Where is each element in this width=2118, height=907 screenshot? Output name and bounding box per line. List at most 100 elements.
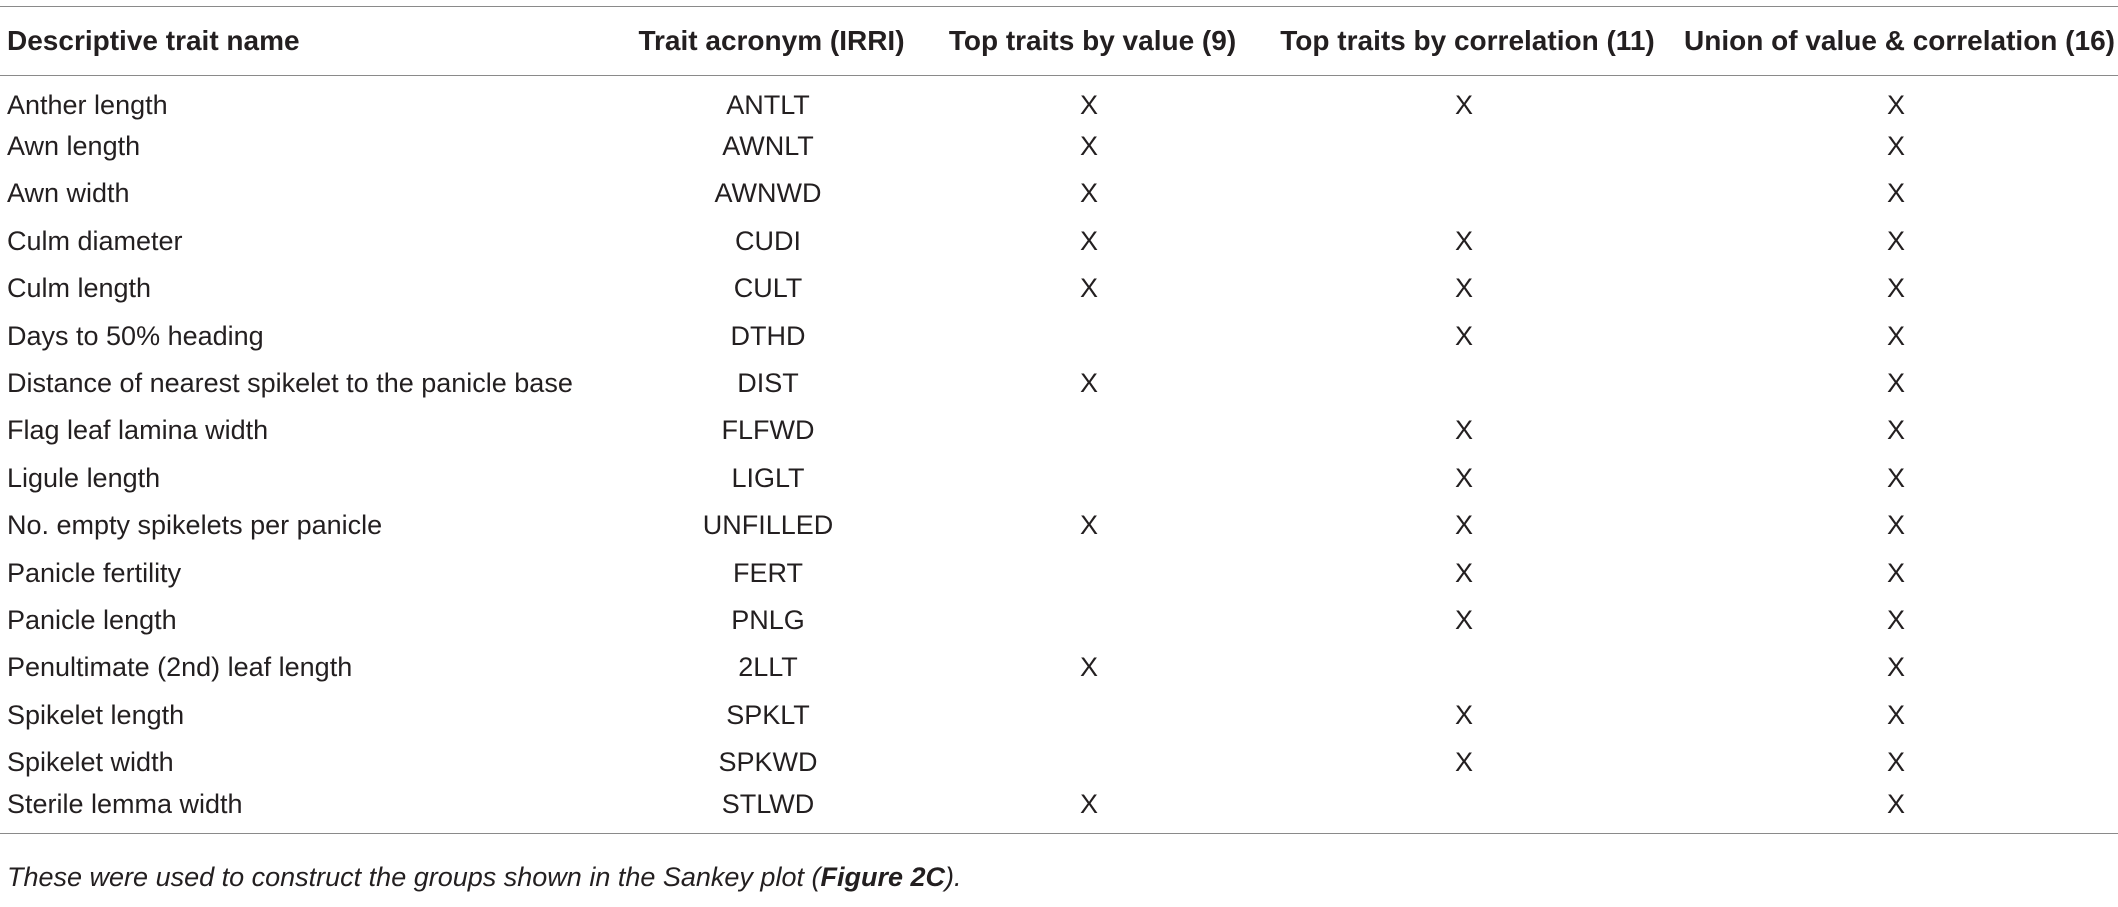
table-row: Spikelet length SPKLT X X xyxy=(0,692,2118,739)
header-top-by-value: Top traits by value (9) xyxy=(924,6,1254,76)
trait-acronym-cell: AWNLT xyxy=(722,131,814,162)
trait-name-cell: Penultimate (2nd) leaf length xyxy=(7,652,353,683)
trait-name-cell: Awn width xyxy=(7,178,130,209)
top-by-correlation-cell: X xyxy=(1454,462,1473,493)
top-by-correlation-cell: X xyxy=(1454,604,1473,635)
union-cell: X xyxy=(1886,747,1905,778)
top-by-value-cell: X xyxy=(1079,131,1098,162)
union-cell: X xyxy=(1886,89,1905,120)
top-by-value-cell xyxy=(924,597,1254,644)
top-by-value-cell xyxy=(924,739,1254,786)
trait-acronym-cell: 2LLT xyxy=(738,652,798,683)
trait-acronym-cell: STLWD xyxy=(612,786,924,835)
traits-table-container: Descriptive trait name Trait acronym (IR… xyxy=(0,6,2118,835)
trait-acronym-cell: AWNWD xyxy=(714,178,822,209)
union-cell: X xyxy=(1674,786,2118,835)
union-cell: X xyxy=(1886,178,1905,209)
table-row: Penultimate (2nd) leaf length 2LLT X X xyxy=(0,644,2118,691)
header-top-by-correlation: Top traits by correlation (11) xyxy=(1254,6,1674,76)
trait-name-cell: Culm diameter xyxy=(7,225,183,256)
top-by-value-cell: X xyxy=(1079,368,1098,399)
table-row: Anther length ANTLT X X X xyxy=(0,76,2118,123)
top-by-correlation-cell: X xyxy=(1454,557,1473,588)
table-row: Distance of nearest spikelet to the pani… xyxy=(0,360,2118,407)
top-by-value-cell: X xyxy=(924,786,1254,835)
trait-name-cell: Anther length xyxy=(7,89,168,120)
trait-acronym-cell: PNLG xyxy=(731,604,805,635)
union-cell: X xyxy=(1886,462,1905,493)
union-cell: X xyxy=(1886,699,1905,730)
top-by-value-cell xyxy=(924,312,1254,359)
trait-name-cell: Awn length xyxy=(7,131,141,162)
union-cell: X xyxy=(1886,604,1905,635)
table-row: Awn length AWNLT X X xyxy=(0,123,2118,170)
trait-name-cell: Flag leaf lamina width xyxy=(7,415,269,446)
union-cell: X xyxy=(1886,415,1905,446)
top-by-correlation-cell: X xyxy=(1454,89,1473,120)
trait-name-cell: Panicle fertility xyxy=(7,557,182,588)
trait-acronym-cell: SPKWD xyxy=(718,747,818,778)
table-row: Spikelet width SPKWD X X xyxy=(0,739,2118,786)
table-row: Ligule length LIGLT X X xyxy=(0,455,2118,502)
union-cell: X xyxy=(1886,131,1905,162)
figure-reference: Figure 2C xyxy=(820,862,945,892)
top-by-correlation-cell: X xyxy=(1454,510,1473,541)
top-by-value-cell: X xyxy=(1079,273,1098,304)
top-by-correlation-cell: X xyxy=(1454,415,1473,446)
trait-name-cell: Sterile lemma width xyxy=(0,786,612,835)
table-row: Awn width AWNWD X X xyxy=(0,170,2118,217)
trait-acronym-cell: ANTLT xyxy=(726,89,810,120)
top-by-value-cell xyxy=(924,455,1254,502)
table-row: Flag leaf lamina width FLFWD X X xyxy=(0,407,2118,454)
union-cell: X xyxy=(1886,225,1905,256)
trait-name-cell: Days to 50% heading xyxy=(7,320,264,351)
trait-name-cell: Ligule length xyxy=(7,462,161,493)
top-by-correlation-cell: X xyxy=(1454,225,1473,256)
header-union: Union of value & correlation (16) xyxy=(1674,6,2118,76)
trait-name-cell: Panicle length xyxy=(7,604,177,635)
trait-acronym-cell: DIST xyxy=(737,368,799,399)
top-by-correlation-cell: X xyxy=(1454,699,1473,730)
trait-acronym-cell: UNFILLED xyxy=(702,510,834,541)
table-footnote: These were used to construct the groups … xyxy=(7,862,962,893)
table-row: Panicle fertility FERT X X xyxy=(0,549,2118,596)
top-by-correlation-cell xyxy=(1254,644,1674,691)
table-row: Culm diameter CUDI X X X xyxy=(0,218,2118,265)
trait-acronym-cell: CUDI xyxy=(735,225,801,256)
union-cell: X xyxy=(1886,368,1905,399)
top-by-value-cell xyxy=(924,692,1254,739)
table-row: No. empty spikelets per panicle UNFILLED X… xyxy=(0,502,2118,549)
top-by-correlation-cell: X xyxy=(1454,273,1473,304)
union-cell: X xyxy=(1886,320,1905,351)
traits-table: Descriptive trait name Trait acronym (IR… xyxy=(0,6,2118,835)
table-body: Anther length ANTLT X X X Awn length AWNLT X X Aw… xyxy=(0,76,2118,835)
top-by-correlation-cell: X xyxy=(1454,320,1473,351)
top-by-correlation-cell xyxy=(1254,123,1674,170)
top-by-value-cell: X xyxy=(1079,89,1098,120)
union-cell: X xyxy=(1886,557,1905,588)
top-by-correlation-cell xyxy=(1254,360,1674,407)
header-row: Descriptive trait name Trait acronym (IR… xyxy=(0,6,2118,76)
table-row: Culm length CULT X X X xyxy=(0,265,2118,312)
top-by-value-cell xyxy=(924,407,1254,454)
trait-name-cell: Culm length xyxy=(7,273,152,304)
union-cell: X xyxy=(1886,652,1905,683)
table-row: Days to 50% heading DTHD X X xyxy=(0,312,2118,359)
top-by-value-cell: X xyxy=(1079,652,1098,683)
trait-acronym-cell: DTHD xyxy=(730,320,806,351)
trait-acronym-cell: LIGLT xyxy=(731,462,805,493)
top-by-correlation-cell xyxy=(1254,786,1674,835)
trait-acronym-cell: CULT xyxy=(733,273,803,304)
top-by-value-cell: X xyxy=(1079,510,1098,541)
footnote-text: These were used to construct the groups … xyxy=(7,862,821,892)
top-by-correlation-cell xyxy=(1254,170,1674,217)
trait-acronym-cell: FERT xyxy=(732,557,803,588)
footnote-text-end: ). xyxy=(945,862,962,892)
trait-name-cell: Spikelet length xyxy=(7,699,185,730)
top-by-value-cell: X xyxy=(1079,225,1098,256)
table-row: Panicle length PNLG X X xyxy=(0,597,2118,644)
trait-name-cell: No. empty spikelets per panicle xyxy=(7,510,383,541)
union-cell: X xyxy=(1886,510,1905,541)
union-cell: X xyxy=(1886,273,1905,304)
top-by-correlation-cell: X xyxy=(1454,747,1473,778)
